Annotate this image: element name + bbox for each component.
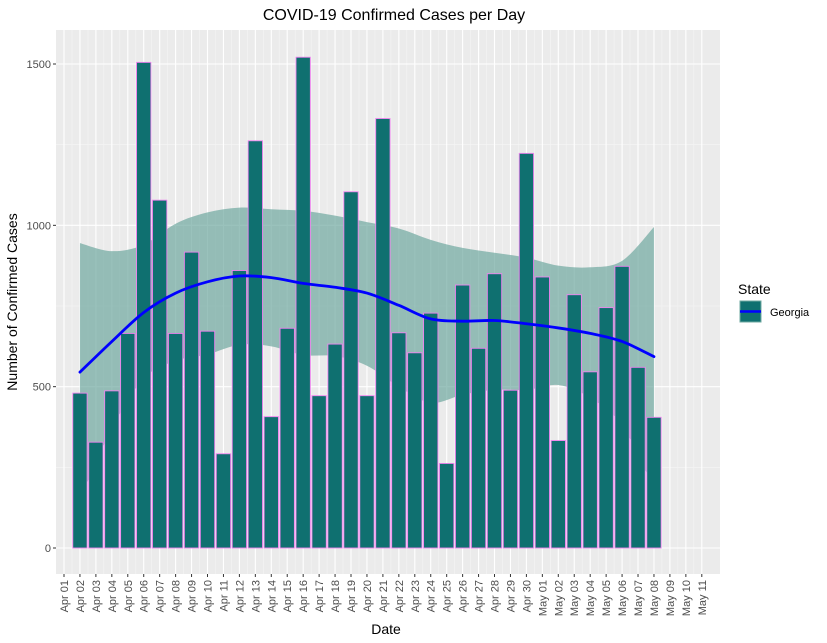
bar-apr-21 xyxy=(375,118,391,549)
bar-may-08 xyxy=(646,416,662,549)
x-tick-label: Apr 13 xyxy=(250,580,262,612)
x-tick-label: May 05 xyxy=(601,580,613,616)
bar-apr-24 xyxy=(423,312,439,549)
bar-apr-26 xyxy=(455,284,471,549)
bar-apr-05 xyxy=(120,332,136,549)
x-axis: Apr 01 Apr 02 Apr 03 Apr 04 Apr 05 Apr 06 Apr … xyxy=(59,574,709,616)
x-tick-label: May 06 xyxy=(617,580,629,616)
bar-apr-13 xyxy=(247,140,263,549)
x-tick-label: Apr 28 xyxy=(490,580,502,612)
x-tick-label: Apr 17 xyxy=(314,580,326,612)
x-tick-label: Apr 16 xyxy=(298,580,310,612)
legend-label-georgia: Georgia xyxy=(770,307,810,319)
smooth-line-group xyxy=(78,274,656,374)
x-tick-label: May 08 xyxy=(649,580,661,616)
x-tick-label: Apr 25 xyxy=(442,580,454,612)
bars-group xyxy=(72,56,662,549)
bar-apr-20 xyxy=(359,395,375,549)
x-tick-label: Apr 26 xyxy=(458,580,470,612)
bar-apr-28 xyxy=(486,273,503,549)
bar-apr-17 xyxy=(311,395,327,549)
x-tick-label: May 01 xyxy=(537,580,549,616)
y-tick-label: 1000 xyxy=(27,220,51,232)
x-axis-title: Date xyxy=(371,621,401,637)
x-tick-label: May 02 xyxy=(553,580,565,616)
x-tick-label: Apr 06 xyxy=(139,580,151,612)
y-tick-label: 1500 xyxy=(27,59,51,71)
x-tick-label: May 04 xyxy=(585,580,597,616)
y-tick-label: 500 xyxy=(33,382,51,394)
x-tick-label: Apr 21 xyxy=(378,580,390,612)
x-tick-label: Apr 02 xyxy=(75,580,87,612)
x-tick-label: Apr 19 xyxy=(346,580,358,612)
bar-apr-22 xyxy=(391,332,407,549)
x-tick-label: May 09 xyxy=(665,580,677,616)
x-tick-label: May 10 xyxy=(681,580,693,616)
bar-may-05 xyxy=(598,307,614,549)
bar-apr-29 xyxy=(502,389,519,549)
bar-apr-07 xyxy=(152,199,168,549)
x-tick-label: May 03 xyxy=(569,580,581,616)
bar-apr-08 xyxy=(167,332,184,549)
bar-apr-09 xyxy=(183,251,200,549)
x-tick-label: May 07 xyxy=(633,580,645,616)
x-tick-label: Apr 22 xyxy=(394,580,406,612)
bar-apr-23 xyxy=(407,352,423,549)
x-tick-label: Apr 27 xyxy=(474,580,486,612)
bar-may-04 xyxy=(582,371,598,549)
x-tick-label: Apr 20 xyxy=(362,580,374,612)
y-tick-label: 0 xyxy=(45,543,51,555)
x-tick-label: Apr 11 xyxy=(218,580,230,612)
bar-apr-14 xyxy=(263,416,279,549)
x-tick-label: Apr 05 xyxy=(123,580,135,612)
confidence-band xyxy=(79,207,654,500)
bar-may-02 xyxy=(550,440,566,549)
x-tick-label: Apr 08 xyxy=(171,580,183,612)
bar-apr-04 xyxy=(104,390,120,549)
bar-may-03 xyxy=(566,294,582,549)
bar-may-07 xyxy=(630,366,646,549)
bar-apr-18 xyxy=(327,343,343,549)
bar-apr-19 xyxy=(343,191,359,549)
x-tick-label: Apr 15 xyxy=(282,580,294,612)
x-tick-label: May 11 xyxy=(697,580,709,615)
bar-apr-27 xyxy=(470,347,487,549)
x-tick-label: Apr 12 xyxy=(234,580,246,612)
x-tick-label: Apr 30 xyxy=(521,580,533,612)
bar-apr-16 xyxy=(295,56,311,549)
x-tick-label: Apr 01 xyxy=(59,580,71,612)
bar-apr-12 xyxy=(231,270,248,549)
legend: State Georgia xyxy=(738,281,810,323)
bar-apr-30 xyxy=(518,152,535,549)
bar-may-06 xyxy=(614,265,630,549)
bar-apr-06 xyxy=(136,61,152,549)
bar-apr-25 xyxy=(439,463,455,549)
confidence-band-area xyxy=(79,207,654,500)
bar-apr-15 xyxy=(279,327,295,549)
bar-may-01 xyxy=(534,276,550,549)
legend-title: State xyxy=(738,281,771,297)
x-tick-label: Apr 09 xyxy=(187,580,199,612)
smooth-trend-line xyxy=(78,274,656,374)
y-axis-title: Number of Confirmed Cases xyxy=(4,213,20,390)
x-tick-label: Apr 14 xyxy=(266,580,278,612)
x-tick-label: Apr 18 xyxy=(330,580,342,612)
x-tick-label: Apr 29 xyxy=(505,580,517,612)
x-tick-label: Apr 04 xyxy=(107,580,119,612)
x-tick-label: Apr 23 xyxy=(410,580,422,612)
x-tick-label: Apr 24 xyxy=(426,580,438,612)
chart-title: COVID-19 Confirmed Cases per Day xyxy=(263,7,525,24)
x-tick-label: Apr 10 xyxy=(203,580,215,612)
x-tick-label: Apr 03 xyxy=(91,580,103,612)
y-axis: 0 500 1000 1500 xyxy=(27,59,56,555)
x-tick-label: Apr 07 xyxy=(155,580,167,612)
bar-apr-11 xyxy=(215,453,232,549)
bar-apr-02 xyxy=(72,392,88,549)
bar-apr-03 xyxy=(88,441,104,549)
bar-apr-10 xyxy=(199,330,216,549)
